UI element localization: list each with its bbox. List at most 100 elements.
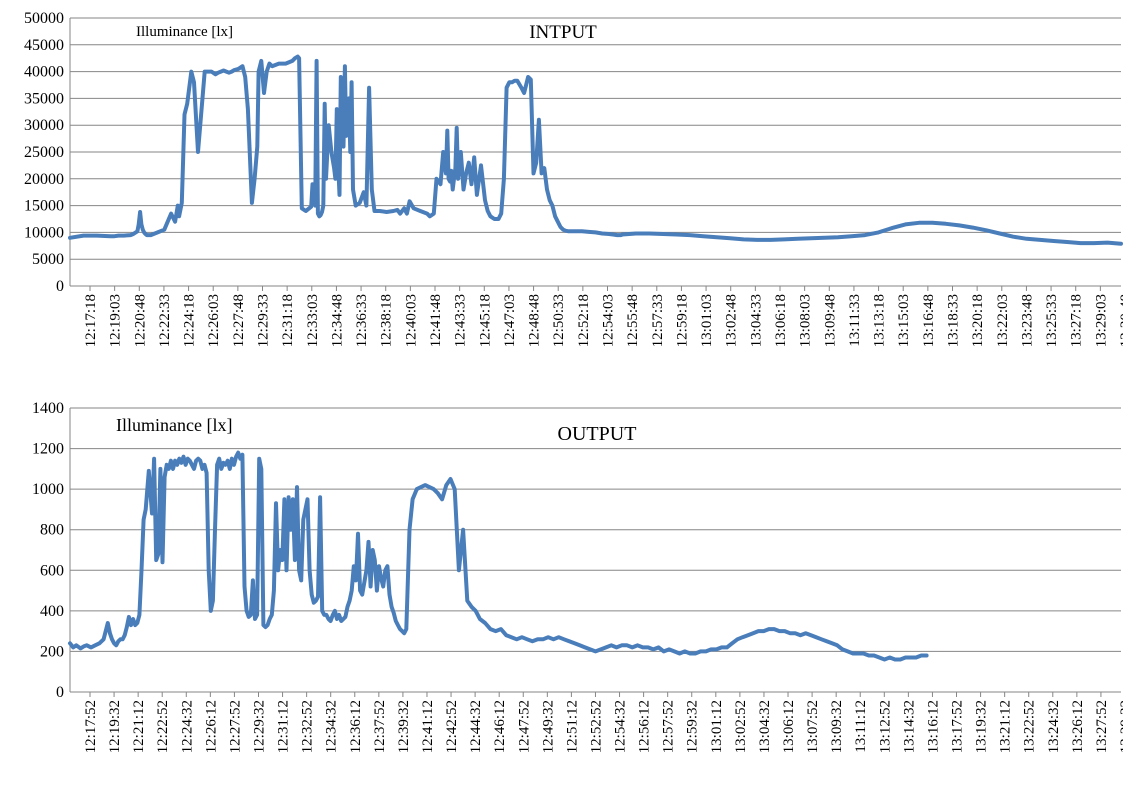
x-tick-label: 12:57:52 [661,700,677,753]
x-tick-label: 13:21:12 [998,700,1014,753]
x-tick-label: 12:51:12 [564,700,580,753]
x-tick-label: 12:27:48 [231,294,247,347]
x-tick-label: 12:24:18 [182,294,198,347]
x-tick-label: 13:11:33 [847,294,863,347]
x-tick-label: 12:47:52 [516,700,532,753]
x-tick-label: 12:54:32 [613,700,629,753]
x-tick-label: 13:06:18 [773,294,789,347]
x-tick-label: 12:26:12 [203,700,219,753]
x-tick-label: 13:01:12 [709,700,725,753]
y-tick-label: 0 [56,278,64,295]
x-tick-label: 12:27:52 [227,700,243,753]
x-tick-label: 13:15:03 [896,294,912,347]
x-tick-label: 13:20:18 [970,294,986,347]
x-tick-label: 12:47:03 [502,294,518,347]
y-tick-label: 1000 [32,481,64,498]
x-tick-label: 13:04:32 [757,700,773,753]
y-tick-label: 200 [40,643,64,660]
x-tick-label: 12:21:12 [131,700,147,753]
x-tick-label: 13:08:03 [798,294,814,347]
y-tick-label: 1200 [32,441,64,458]
x-tick-label: 12:46:12 [492,700,508,753]
x-tick-label: 12:20:48 [132,294,148,347]
x-tick-label: 13:07:52 [805,700,821,753]
y-tick-label: 1400 [32,400,64,417]
x-tick-label: 12:19:32 [107,700,123,753]
x-tick-label: 12:41:12 [420,700,436,753]
x-tick-label: 12:59:18 [674,294,690,347]
y-tick-label: 30000 [24,117,64,134]
x-tick-label: 13:02:52 [733,700,749,753]
x-tick-label: 12:52:18 [576,294,592,347]
x-tick-label: 12:52:52 [588,700,604,753]
x-tick-label: 13:04:33 [748,294,764,347]
x-tick-label: 13:14:32 [901,700,917,753]
x-tick-label: 12:26:03 [206,294,222,347]
chart-title: OUTPUT [558,423,637,445]
x-tick-label: 13:02:48 [724,294,740,347]
x-tick-label: 12:34:32 [324,700,340,753]
x-tick-label: 12:29:33 [256,294,272,347]
x-tick-label: 13:16:12 [925,700,941,753]
y-tick-label: 40000 [24,64,64,81]
y-axis-label: Illuminance [lx] [116,415,232,435]
y-tick-label: 600 [40,562,64,579]
y-tick-label: 25000 [24,144,64,161]
x-tick-label: 12:56:12 [637,700,653,753]
y-tick-label: 800 [40,522,64,539]
x-tick-label: 13:30:48 [1118,294,1123,347]
y-tick-label: 10000 [24,224,64,241]
x-tick-label: 12:29:32 [251,700,267,753]
y-tick-label: 45000 [24,37,64,54]
x-tick-label: 12:59:32 [685,700,701,753]
x-tick-label: 12:31:12 [276,700,292,753]
y-tick-label: 5000 [32,251,64,268]
x-tick-label: 13:24:32 [1046,700,1062,753]
x-tick-label: 12:19:03 [108,294,124,347]
x-tick-label: 12:43:33 [453,294,469,347]
x-tick-label: 12:50:33 [551,294,567,347]
x-tick-label: 13:13:18 [872,294,888,347]
x-tick-label: 12:40:03 [403,294,419,347]
x-tick-label: 12:17:18 [83,294,99,347]
x-tick-label: 13:11:12 [853,700,869,753]
x-tick-label: 13:18:33 [946,294,962,347]
input-chart: 0 5000 10000 15000 20000 25000 30000 35000 40000… [24,10,1123,347]
y-tick-label: 400 [40,603,64,620]
x-tick-label: 13:27:18 [1069,294,1085,347]
x-tick-label: 13:09:32 [829,700,845,753]
x-tick-label: 12:22:33 [157,294,173,347]
x-tick-label: 12:37:52 [372,700,388,753]
x-tick-label: 13:16:48 [921,294,937,347]
output-chart: 0 200 400 600 800 1000 1200 1400 12:17:52 12:19:3… [32,400,1123,753]
x-tick-label: 13:09:48 [822,294,838,347]
x-tick-label: 12:24:32 [179,700,195,753]
x-tick-label: 13:25:33 [1044,294,1060,347]
x-tick-label: 13:12:52 [877,700,893,753]
x-tick-label: 13:23:48 [1019,294,1035,347]
y-axis-label: Illuminance [lx] [136,24,233,40]
x-tick-label: 13:01:03 [699,294,715,347]
x-tick-label: 13:19:32 [974,700,990,753]
x-tick-label: 12:55:48 [625,294,641,347]
x-tick-label: 12:31:18 [280,294,296,347]
x-tick-label: 12:22:52 [155,700,171,753]
x-tick-label: 12:17:52 [83,700,99,753]
x-tick-label: 12:34:48 [329,294,345,347]
x-tick-label: 13:26:12 [1070,700,1086,753]
x-tick-label: 13:29:03 [1093,294,1109,347]
x-tick-label: 12:49:32 [540,700,556,753]
x-tick-label: 12:36:33 [354,294,370,347]
x-tick-label: 12:45:18 [477,294,493,347]
x-tick-label: 13:29:32 [1118,700,1123,753]
x-tick-label: 12:44:32 [468,700,484,753]
y-tick-label: 35000 [24,90,64,107]
y-tick-label: 20000 [24,171,64,188]
y-tick-label: 15000 [24,198,64,215]
series-line-0 [68,450,929,662]
y-tick-label: 0 [56,684,64,701]
y-tick-label: 50000 [24,10,64,27]
series-line-0 [68,54,1123,246]
x-tick-label: 12:42:52 [444,700,460,753]
